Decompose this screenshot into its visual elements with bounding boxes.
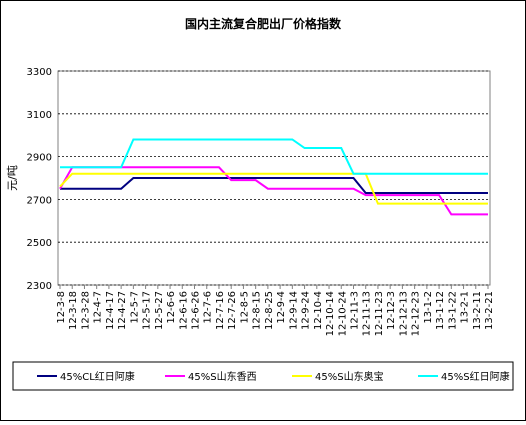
x-tick-label: 12-3-8 <box>56 291 67 324</box>
x-tick-label: 12-9-14 <box>288 291 299 330</box>
x-tick-label: 13-1-2 <box>423 291 434 324</box>
x-tick-label: 12-5-7 <box>129 291 140 324</box>
series-line <box>60 177 488 194</box>
x-tick-label: 13-1-22 <box>447 291 458 330</box>
x-tick-label: 12-5-27 <box>154 291 165 330</box>
legend-box <box>12 361 514 391</box>
x-tick-label: 12-7-6 <box>203 291 214 324</box>
y-tick-label: 2500 <box>27 238 52 249</box>
x-tick-label: 12-4-27 <box>117 291 128 330</box>
x-tick-label: 12-8-25 <box>264 291 275 330</box>
x-tick-label: 12-10-4 <box>313 291 324 330</box>
x-tick-label: 12-7-26 <box>227 291 238 330</box>
x-tick-label: 12-11-3 <box>349 291 360 330</box>
x-tick-label: 12-10-24 <box>337 291 348 336</box>
chart-title: 国内主流复合肥出厂价格指数 <box>185 16 342 31</box>
y-tick-label: 3100 <box>27 110 52 121</box>
x-tick-label: 13-1-12 <box>435 291 446 330</box>
y-axis-label: 元/吨 <box>6 165 19 191</box>
series-line <box>59 166 488 216</box>
series-line <box>60 138 488 175</box>
x-tick-label: 12-4-7 <box>93 291 104 324</box>
y-tick-label: 3300 <box>27 67 52 78</box>
x-tick-label: 12-4-17 <box>105 291 116 330</box>
y-tick-label: 2300 <box>27 281 52 292</box>
x-tick-label: 12-8-15 <box>252 291 263 330</box>
x-tick-label: 12-9-24 <box>301 291 312 330</box>
x-tick-label: 12-12-23 <box>411 291 422 336</box>
series-line <box>59 172 488 205</box>
x-tick-label: 12-7-16 <box>215 291 226 330</box>
legend-label: 45%CL红日阿康 <box>60 370 135 383</box>
legend-label: 45%S山东香西 <box>188 370 257 383</box>
legend-label: 45%S山东奥宝 <box>315 370 384 383</box>
x-tick-label: 12-12-13 <box>398 291 409 336</box>
x-tick-label: 12-10-14 <box>325 291 336 336</box>
x-tick-label: 12-6-26 <box>191 291 202 330</box>
x-tick-label: 13-2-1 <box>460 291 471 324</box>
x-tick-label: 12-8-5 <box>239 291 250 324</box>
x-tick-label: 12-3-18 <box>68 291 79 330</box>
x-tick-label: 12-12-3 <box>386 291 397 330</box>
x-tick-label: 12-11-23 <box>374 291 385 336</box>
x-tick-label: 13-2-21 <box>484 291 495 330</box>
y-tick-label: 2700 <box>27 195 52 206</box>
x-tick-label: 12-6-16 <box>178 291 189 330</box>
x-tick-label: 12-6-6 <box>166 291 177 324</box>
x-tick-label: 12-5-17 <box>142 291 153 330</box>
y-tick-label: 2900 <box>27 153 52 164</box>
x-tick-label: 12-11-13 <box>362 291 373 336</box>
x-tick-label: 12-3-28 <box>80 291 91 330</box>
x-tick-label: 12-9-4 <box>276 291 287 324</box>
x-tick-label: 13-2-11 <box>472 291 483 330</box>
legend-label: 45%S红日阿康 <box>441 370 510 383</box>
